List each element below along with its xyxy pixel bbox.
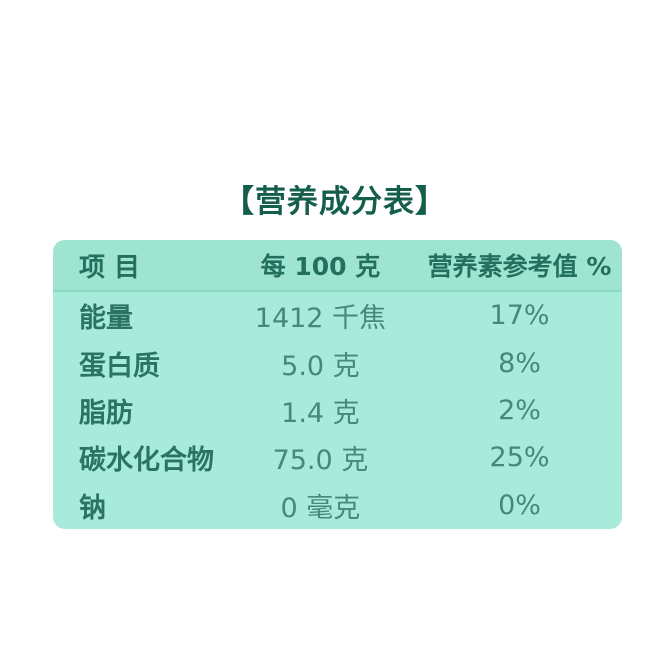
column-header-item: 项 目 [79,252,141,283]
table-row-sodium: 钠 0 毫克 0% [53,482,622,529]
row-per100g: 75.0 克 [272,445,369,477]
table-row-fat: 脂肪 1.4 克 2% [53,387,622,434]
nutrition-table: 项 目 每 100 克 营养素参考值 % 能量 1412 千焦 17% 蛋白质 … [53,240,622,529]
column-header-nrv: 营养素参考值 % [427,252,612,281]
table-row-energy: 能量 1412 千焦 17% [53,292,622,339]
row-per100g: 0 毫克 [280,492,361,524]
row-per100g: 1.4 克 [281,398,360,430]
row-label: 碳水化合物 [79,445,214,477]
row-label: 蛋白质 [79,350,160,382]
row-nrv: 25% [489,442,550,474]
column-header-per100g: 每 100 克 [260,252,381,281]
table-row-carbohydrate: 碳水化合物 75.0 克 25% [53,434,622,481]
row-nrv: 2% [498,395,541,427]
row-per100g: 5.0 克 [281,350,360,382]
row-nrv: 8% [498,347,541,379]
row-nrv: 17% [489,300,550,332]
table-row-protein: 蛋白质 5.0 克 8% [53,339,622,386]
page-title: 【营养成分表】 [223,184,447,220]
row-label: 脂肪 [79,398,133,430]
row-label: 能量 [79,303,133,335]
row-nrv: 0% [498,489,541,521]
table-header-row: 项 目 每 100 克 营养素参考值 % [53,240,622,292]
row-per100g: 1412 千焦 [254,303,387,335]
row-label: 钠 [79,492,106,524]
